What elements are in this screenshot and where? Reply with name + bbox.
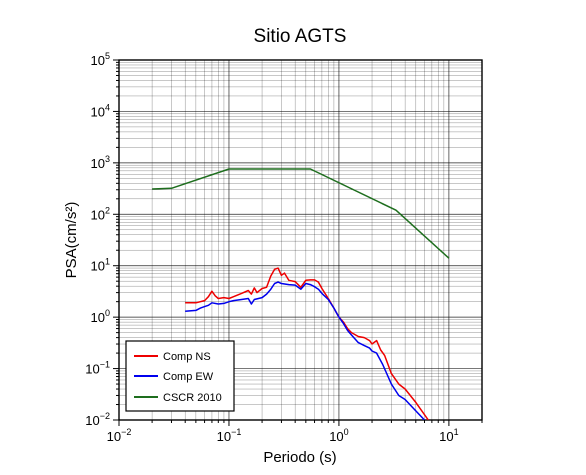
x-tick-label-exponent: 1	[454, 427, 459, 437]
y-tick-label-exponent: −1	[100, 360, 110, 370]
y-axis-label: PSA(cm/s²)	[63, 202, 80, 279]
x-tick-label-base: 10	[217, 429, 231, 444]
y-tick-label-exponent: 4	[105, 102, 110, 112]
x-tick-label-base: 10	[107, 429, 121, 444]
y-tick-label-base: 10	[91, 310, 105, 325]
grid-lines	[118, 59, 483, 421]
y-tick-label-base: 10	[91, 53, 105, 68]
x-tick-label: 10−2	[107, 427, 132, 444]
y-tick-label-exponent: 1	[105, 257, 110, 267]
y-tick-label-exponent: 0	[105, 308, 110, 318]
y-tick-label: 102	[91, 205, 110, 222]
legend: Comp NS Comp EW CSCR 2010	[125, 340, 235, 412]
series-lines	[152, 168, 450, 420]
x-tick-label-exponent: −2	[121, 427, 131, 437]
x-tick-label-base: 10	[329, 429, 343, 444]
y-tick-label-exponent: −2	[100, 411, 110, 421]
y-tick-label: 103	[91, 154, 110, 171]
y-tick-label: 104	[91, 102, 110, 119]
axis-ticks	[113, 59, 483, 426]
x-tick-label-exponent: 0	[344, 427, 349, 437]
series-line-comp-ew	[185, 281, 426, 420]
plot-frame	[118, 59, 483, 421]
legend-label-comp-ns: Comp NS	[163, 351, 211, 363]
x-tick-label: 10−1	[217, 427, 242, 444]
y-tick-label-base: 10	[91, 259, 105, 274]
x-tick-label: 101	[439, 427, 458, 444]
series-line-comp-ns	[185, 267, 429, 420]
y-tick-label: 10−1	[85, 360, 110, 377]
y-tick-label: 105	[91, 51, 110, 68]
y-tick-label-base: 10	[91, 207, 105, 222]
x-tick-label: 100	[329, 427, 348, 444]
y-tick-label-exponent: 3	[105, 154, 110, 164]
y-tick-label-base: 10	[91, 104, 105, 119]
x-tick-labels: 10−2 10−1 100 101	[107, 427, 459, 444]
chart-title: Sitio AGTS	[254, 26, 347, 47]
y-tick-label-base: 10	[85, 362, 99, 377]
y-tick-label: 100	[91, 308, 110, 325]
series-line-cscr-2010	[152, 168, 450, 259]
y-tick-label-exponent: 2	[105, 205, 110, 215]
x-tick-label-exponent: −1	[231, 427, 241, 437]
y-tick-label-base: 10	[91, 156, 105, 171]
x-axis-label: Periodo (s)	[263, 449, 336, 466]
y-tick-label-base: 10	[85, 413, 99, 428]
y-tick-label: 101	[91, 257, 110, 274]
legend-label-cscr-2010: CSCR 2010	[163, 392, 222, 404]
y-tick-label-exponent: 5	[105, 51, 110, 61]
y-tick-label: 10−2	[85, 411, 110, 428]
x-tick-label-base: 10	[439, 429, 453, 444]
legend-label-comp-ew: Comp EW	[163, 371, 214, 383]
